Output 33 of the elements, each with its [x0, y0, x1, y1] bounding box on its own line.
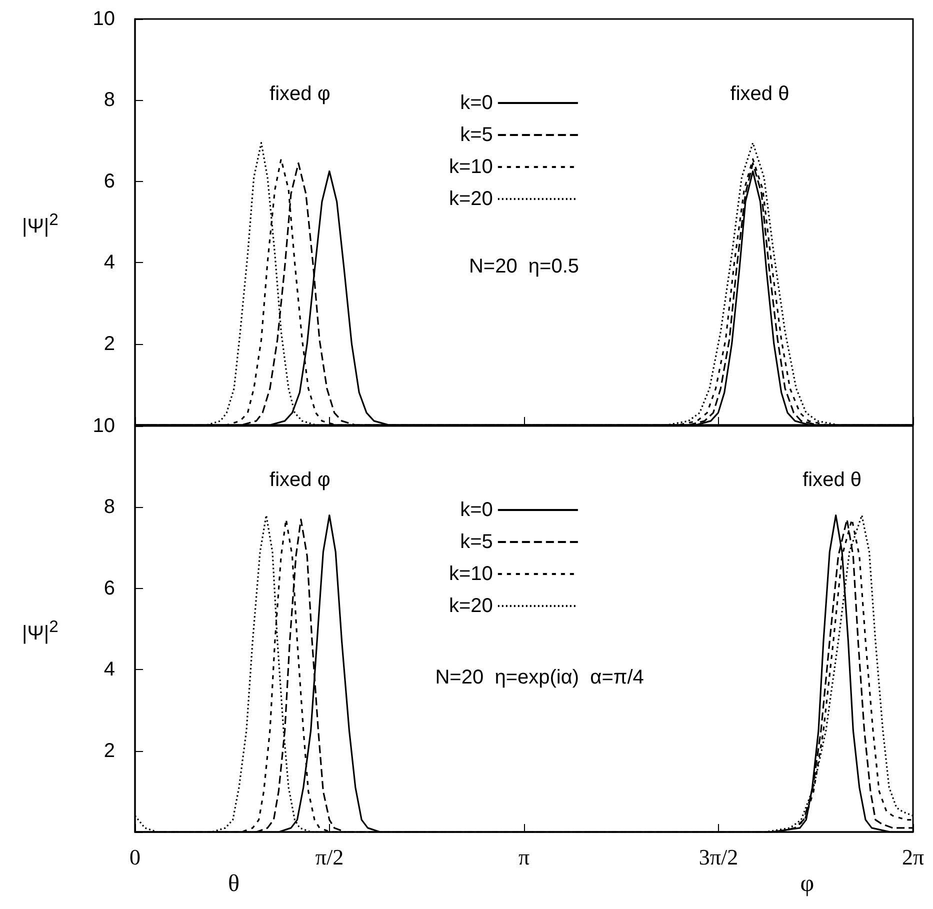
y-tick-label: 4 — [104, 252, 115, 274]
y-tick-label: 10 — [92, 415, 115, 437]
x-tick-label: 0 — [130, 844, 140, 870]
y-tick-label: 4 — [104, 658, 115, 681]
y-tick-label: 8 — [104, 496, 115, 518]
y-tick-label: 10 — [92, 8, 115, 30]
annotation: fixed θ — [802, 469, 862, 491]
y-tick-label: 6 — [104, 577, 115, 600]
x-tick-label: 2π — [902, 844, 924, 870]
legend-label: k=20 — [448, 595, 493, 618]
legend-label: k=0 — [460, 92, 493, 114]
y-tick-label: 6 — [104, 170, 115, 192]
y-axis-title: |Ψ|$^{2}$ — [22, 209, 58, 239]
annotation: fixed θ — [730, 83, 790, 106]
legend-label: k=20 — [448, 188, 493, 210]
legend-label: k=10 — [448, 563, 493, 586]
x-tick-label: π/2 — [315, 844, 344, 870]
annotation: N=20 η=0.5 — [468, 256, 580, 278]
y-tick-label: 8 — [104, 89, 115, 112]
annotation: fixed φ — [270, 469, 330, 491]
y-axis-title: |Ψ|$^{2}$ — [22, 616, 58, 646]
y-tick-label: 2 — [104, 740, 115, 762]
legend-label: k=0 — [460, 499, 493, 522]
legend-label: k=5 — [460, 531, 493, 554]
text: φ — [800, 870, 814, 897]
legend-label: k=10 — [448, 156, 493, 178]
annotation: N=20 η=exp(iα) α=π/4 — [435, 666, 644, 689]
text: θ — [228, 870, 240, 897]
y-tick-label: 2 — [104, 332, 115, 355]
annotation: fixed φ — [270, 83, 330, 106]
x-tick-label: π — [518, 844, 530, 870]
x-tick-label: 3π/2 — [698, 844, 738, 870]
legend-label: k=5 — [460, 124, 493, 146]
